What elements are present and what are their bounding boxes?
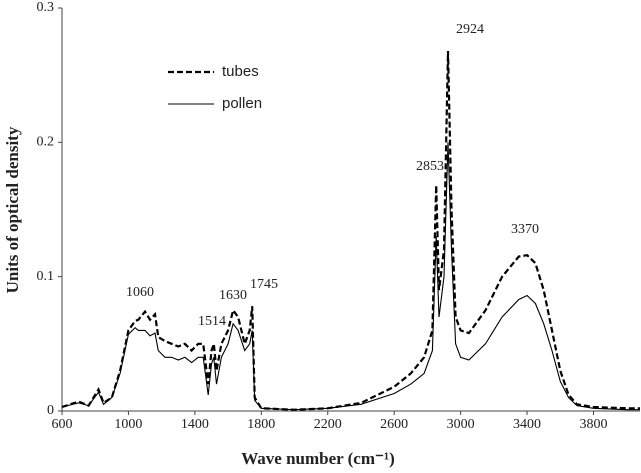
series-line <box>61 142 640 411</box>
peak-annotation: 3370 <box>511 222 539 237</box>
series-line <box>61 50 640 411</box>
peak-annotation: 1060 <box>126 285 154 300</box>
legend-label: pollen <box>222 95 262 112</box>
x-tick-label: 3400 <box>513 417 541 432</box>
x-tick-label: 3800 <box>579 417 607 432</box>
x-tick-label: 1800 <box>247 417 275 432</box>
peak-annotation: 2924 <box>456 22 484 37</box>
y-axis-label: Units of optical density <box>3 126 22 293</box>
x-tick-label: 2600 <box>380 417 408 432</box>
y-tick-label: 0 <box>47 403 54 418</box>
x-tick-label: 3000 <box>447 417 475 432</box>
y-tick-label: 0.3 <box>37 0 55 15</box>
legend-label: tubes <box>222 63 259 80</box>
x-tick-label: 1000 <box>114 417 142 432</box>
x-axis-label: Wave number (cm⁻¹) <box>241 449 395 468</box>
y-tick-label: 0.2 <box>37 135 55 150</box>
peak-annotation: 1745 <box>250 277 278 292</box>
peak-annotation: 1514 <box>198 314 226 329</box>
x-tick-label: 1400 <box>181 417 209 432</box>
x-tick-label: 2200 <box>314 417 342 432</box>
x-tick-label: 600 <box>52 417 73 432</box>
peak-annotation: 2853 <box>416 159 444 174</box>
peak-annotation: 1630 <box>219 288 247 303</box>
y-tick-label: 0.1 <box>37 269 55 284</box>
